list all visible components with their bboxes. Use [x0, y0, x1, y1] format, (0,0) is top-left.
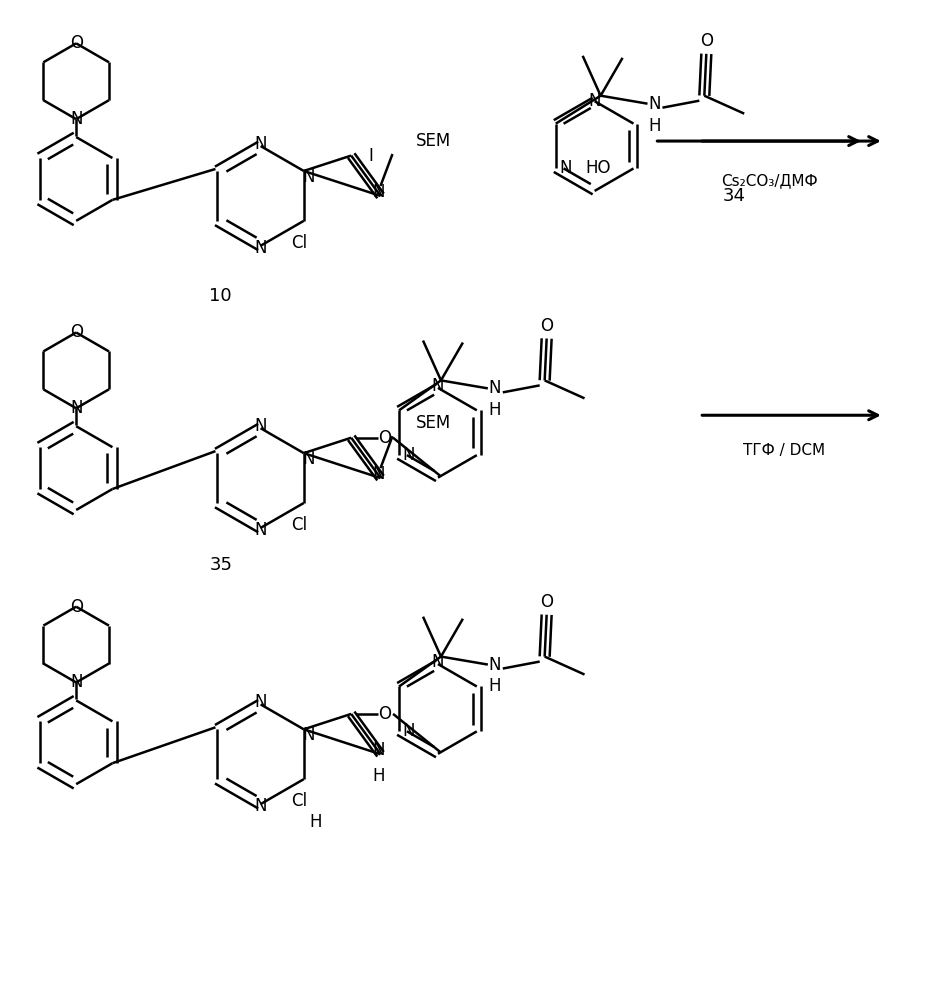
Text: Cl: Cl — [291, 792, 307, 810]
Text: N: N — [431, 377, 445, 395]
Text: Cl: Cl — [291, 516, 307, 534]
Text: N: N — [489, 379, 501, 397]
Text: H: H — [489, 401, 501, 419]
Text: H: H — [310, 813, 322, 831]
Text: Cs₂CO₃/ДМФ: Cs₂CO₃/ДМФ — [720, 173, 817, 188]
Text: N: N — [372, 465, 385, 483]
Text: N: N — [489, 656, 501, 674]
Text: H: H — [489, 677, 501, 695]
Text: N: N — [372, 183, 385, 201]
Text: 35: 35 — [209, 556, 233, 574]
Text: N: N — [402, 446, 416, 464]
Text: N: N — [70, 399, 83, 417]
Text: N: N — [254, 693, 267, 711]
Text: N: N — [402, 722, 416, 740]
Text: SEM: SEM — [416, 414, 450, 432]
Text: N: N — [303, 726, 315, 744]
Text: O: O — [540, 593, 553, 611]
Text: N: N — [254, 135, 267, 153]
Text: N: N — [254, 521, 267, 539]
Text: N: N — [303, 450, 315, 468]
Text: N: N — [559, 159, 572, 177]
Text: 34: 34 — [722, 187, 746, 205]
Text: N: N — [254, 417, 267, 435]
Text: Cl: Cl — [291, 234, 307, 252]
Text: O: O — [540, 317, 553, 335]
Text: N: N — [648, 95, 660, 113]
Text: O: O — [69, 34, 83, 52]
Text: SEM: SEM — [416, 132, 450, 150]
Text: N: N — [254, 797, 267, 815]
Text: I: I — [369, 147, 373, 165]
Text: O: O — [700, 32, 713, 50]
Text: N: N — [372, 741, 385, 759]
Text: O: O — [379, 705, 391, 723]
Text: N: N — [431, 653, 445, 671]
Text: HO: HO — [586, 159, 612, 177]
Text: H: H — [648, 117, 660, 135]
Text: N: N — [588, 92, 601, 110]
Text: ТГФ / DCM: ТГФ / DCM — [743, 443, 825, 458]
Text: O: O — [69, 323, 83, 341]
Text: 10: 10 — [209, 287, 232, 305]
Text: N: N — [303, 168, 315, 186]
Text: N: N — [70, 673, 83, 691]
Text: O: O — [379, 429, 391, 447]
Text: N: N — [70, 110, 83, 128]
Text: O: O — [69, 598, 83, 616]
Text: H: H — [372, 767, 385, 785]
Text: N: N — [254, 239, 267, 257]
